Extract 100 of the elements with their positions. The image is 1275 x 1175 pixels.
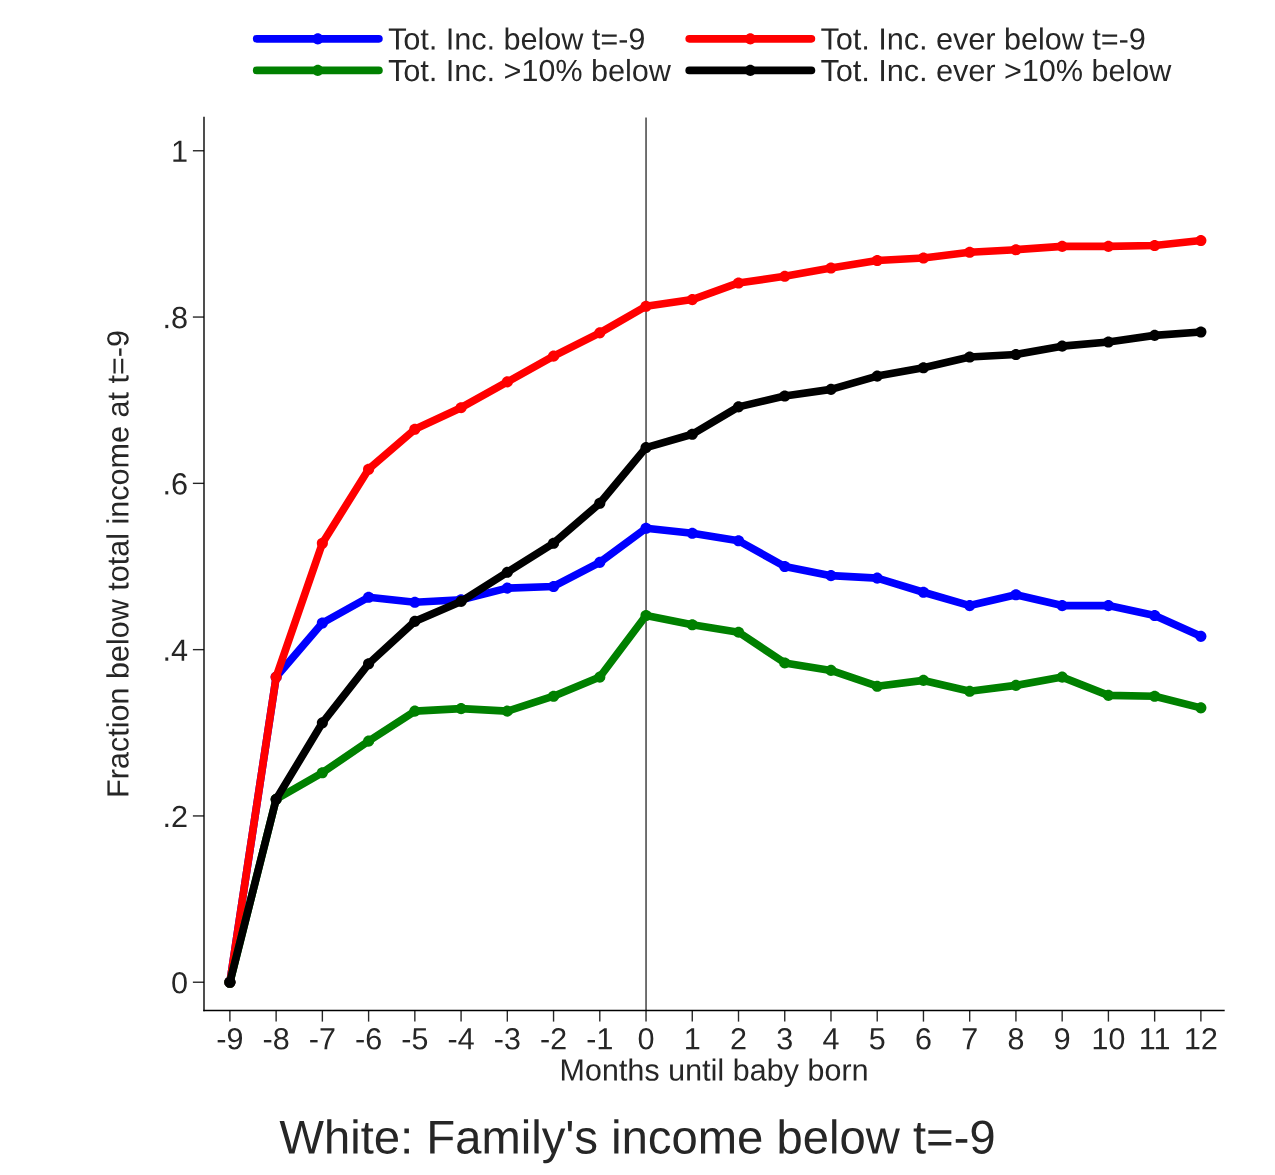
- point: [640, 442, 652, 454]
- x-tick-label: -3: [495, 1027, 520, 1050]
- point: [409, 615, 421, 627]
- point: [732, 401, 745, 413]
- point: [594, 497, 606, 509]
- point: [686, 527, 698, 539]
- x-tick-label: -7: [310, 1028, 335, 1050]
- text: White: Family's income below t=-9: [279, 1119, 994, 1164]
- point: [1149, 610, 1161, 622]
- point: [917, 674, 930, 686]
- y-tick-label: 1: [173, 140, 187, 162]
- point: [686, 619, 698, 631]
- y-tick-label: .4: [165, 639, 188, 661]
- point: [316, 537, 328, 549]
- point: [1010, 679, 1022, 691]
- legend-label: Tot. Inc. ever below t=-9: [821, 27, 1145, 50]
- point: [1102, 336, 1114, 348]
- point: [548, 580, 560, 593]
- point: [964, 685, 976, 697]
- x-tick-label: -4: [448, 1028, 474, 1050]
- x-tick-label: 6: [916, 1027, 931, 1050]
- point: [640, 300, 652, 312]
- x-tick-label: 4: [823, 1028, 839, 1050]
- point: [825, 664, 837, 676]
- x-tick-label: -8: [263, 1027, 289, 1050]
- x-tick-label: 9: [1055, 1027, 1070, 1050]
- x-tick-label: -9: [217, 1027, 243, 1050]
- y-tick-label: 0: [172, 971, 187, 994]
- point: [640, 610, 652, 622]
- point: [363, 463, 375, 475]
- point: [409, 596, 421, 608]
- point: [825, 262, 837, 274]
- point: [871, 680, 883, 692]
- point: [1195, 702, 1207, 714]
- point: [640, 522, 652, 534]
- x-tick-label: 2: [731, 1027, 746, 1050]
- point: [964, 246, 976, 258]
- point: [871, 254, 883, 267]
- x-tick-label: -2: [541, 1027, 566, 1050]
- point: [1149, 239, 1161, 252]
- point: [501, 566, 513, 578]
- point: [1056, 671, 1068, 683]
- point: [409, 705, 421, 717]
- point: [1056, 240, 1068, 252]
- x-tick-label: 8: [1008, 1027, 1024, 1050]
- point: [501, 582, 513, 594]
- x-tick-label: 1: [686, 1028, 700, 1050]
- point: [501, 705, 513, 717]
- x-tick-label: -1: [587, 1028, 612, 1050]
- y-tick-label: .2: [165, 805, 187, 828]
- x-tick-label: 10: [1093, 1027, 1125, 1050]
- point: [363, 658, 375, 670]
- point: [1102, 689, 1114, 701]
- point: [964, 351, 976, 363]
- legend-label: Tot. Inc. ever >10% below: [821, 58, 1172, 82]
- point: [779, 560, 791, 573]
- point: [316, 717, 328, 729]
- point: [732, 535, 745, 547]
- point: [1010, 348, 1022, 361]
- point: [363, 735, 375, 747]
- legend-label: Tot. Inc. below t=-9: [388, 27, 644, 50]
- x-axis-title: Months until baby born: [561, 1058, 867, 1087]
- point: [1195, 235, 1207, 247]
- point: [594, 671, 606, 683]
- point: [1056, 340, 1068, 352]
- x-tick-label: 11: [1141, 1028, 1170, 1050]
- point: [316, 767, 328, 779]
- point: [501, 376, 513, 388]
- point: [1195, 630, 1207, 642]
- point: [917, 362, 930, 374]
- x-tick-label: 3: [777, 1027, 792, 1050]
- point: [779, 270, 791, 282]
- point: [455, 402, 467, 414]
- y-tick-label: .6: [165, 473, 187, 495]
- point: [316, 617, 328, 629]
- point: [548, 537, 560, 549]
- point: [686, 428, 698, 440]
- point: [594, 556, 606, 568]
- x-tick-label: 0: [638, 1027, 654, 1050]
- point: [1149, 690, 1161, 702]
- x-tick-label: -6: [356, 1027, 381, 1050]
- point: [1056, 600, 1068, 612]
- point: [779, 390, 791, 402]
- point: [686, 294, 698, 306]
- point: [1195, 326, 1207, 338]
- point: [871, 370, 883, 382]
- point: [825, 383, 837, 395]
- point: [548, 350, 560, 362]
- point: [409, 423, 421, 435]
- x-tick-label: 7: [962, 1028, 977, 1050]
- point: [917, 586, 930, 598]
- point: [1010, 589, 1022, 601]
- point: [964, 600, 976, 612]
- y-tick-label: .8: [165, 306, 187, 329]
- point: [871, 572, 883, 584]
- x-tick-label: -5: [402, 1028, 428, 1050]
- y-axis-title: Fraction below total income at t=-9: [106, 331, 129, 796]
- point: [1010, 244, 1022, 256]
- x-tick-label: 5: [869, 1028, 885, 1050]
- point: [594, 327, 606, 339]
